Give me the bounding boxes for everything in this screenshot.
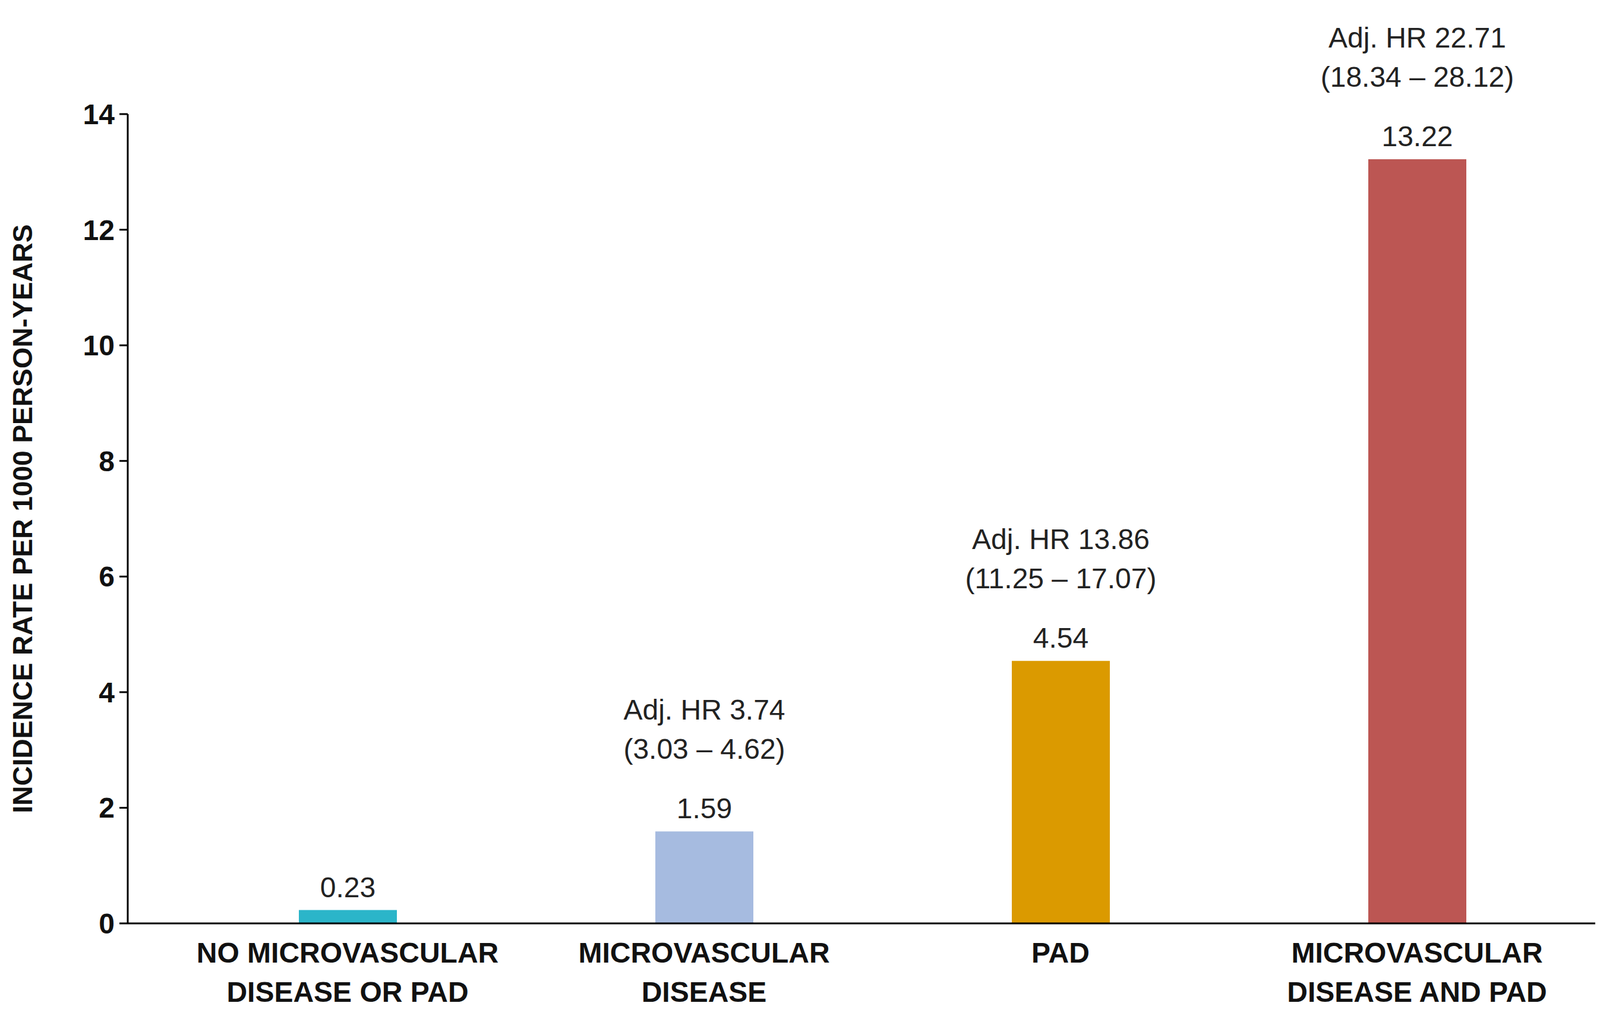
svg-text:(3.03 – 4.62): (3.03 – 4.62) [623, 733, 785, 765]
svg-text:NO MICROVASCULAR: NO MICROVASCULAR [196, 936, 499, 969]
svg-text:12: 12 [83, 214, 115, 246]
svg-text:0.23: 0.23 [320, 871, 376, 904]
svg-text:4: 4 [98, 676, 115, 709]
svg-text:DISEASE OR PAD: DISEASE OR PAD [226, 976, 469, 1008]
svg-text:1.59: 1.59 [676, 792, 732, 825]
svg-text:INCIDENCE RATE PER 1000 PERSON: INCIDENCE RATE PER 1000 PERSON-YEARS [7, 224, 39, 814]
svg-text:14: 14 [83, 98, 116, 131]
svg-text:Adj. HR 3.74: Adj. HR 3.74 [623, 693, 785, 726]
svg-text:10: 10 [83, 329, 115, 362]
svg-text:PAD: PAD [1031, 936, 1090, 969]
svg-text:6: 6 [98, 560, 115, 593]
svg-text:4.54: 4.54 [1033, 622, 1089, 654]
svg-text:13.22: 13.22 [1381, 120, 1453, 153]
svg-text:Adj. HR 22.71: Adj. HR 22.71 [1328, 21, 1507, 54]
svg-text:0: 0 [98, 907, 115, 940]
svg-text:(11.25 – 17.07): (11.25 – 17.07) [964, 562, 1157, 595]
svg-text:8: 8 [98, 445, 115, 478]
svg-text:MICROVASCULAR: MICROVASCULAR [578, 936, 830, 969]
svg-text:DISEASE AND PAD: DISEASE AND PAD [1286, 976, 1547, 1008]
svg-text:Adj. HR 13.86: Adj. HR 13.86 [972, 523, 1150, 555]
svg-text:MICROVASCULAR: MICROVASCULAR [1291, 936, 1543, 969]
svg-text:(18.34 – 28.12): (18.34 – 28.12) [1320, 61, 1515, 93]
svg-text:DISEASE: DISEASE [641, 976, 768, 1008]
svg-text:2: 2 [98, 791, 115, 824]
